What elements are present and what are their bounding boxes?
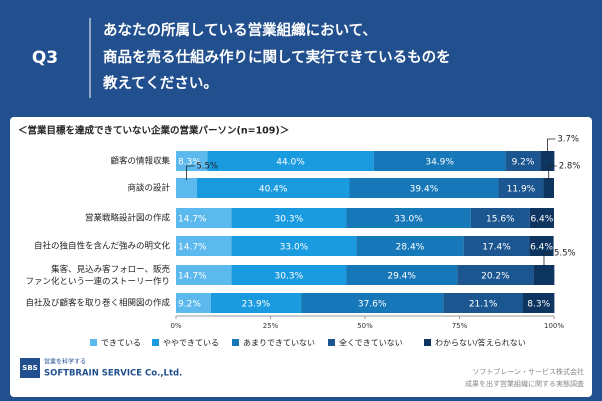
company: ソフトブレーン・サービス株式会社 <box>472 367 584 376</box>
category-label: 営業戦略設計図の作成 <box>85 213 171 224</box>
x-tick-label: 75% <box>452 322 468 330</box>
value-label: 5.5% <box>554 249 576 259</box>
bar-segment <box>231 265 347 285</box>
leader-line <box>548 165 557 180</box>
value-label: 3.7% <box>557 135 579 145</box>
bar-segment <box>373 151 506 171</box>
value-label: 9.2% <box>512 158 535 168</box>
question-number: Q3 <box>32 48 58 68</box>
bar-segment <box>470 208 530 228</box>
bar-segment <box>543 178 554 198</box>
value-label: 8.3% <box>527 300 550 310</box>
bar-segment <box>349 178 499 198</box>
value-label: 17.4% <box>482 243 511 253</box>
value-label: 2.8% <box>559 162 581 172</box>
category-label: 自社の独自性を含んだ強みの明文化 <box>34 241 171 252</box>
title-line: あなたの所属している営業組織において、 <box>103 21 377 39</box>
x-tick-label: 25% <box>263 322 279 330</box>
leader-line <box>185 165 195 180</box>
bar-segment <box>457 265 534 285</box>
category-label: 集客、見込み客フォロー、販売ファン化という一連のストーリー作り <box>25 264 170 287</box>
bar-segment <box>529 208 554 228</box>
x-tick-label: 0% <box>170 322 181 330</box>
value-label: 33.0% <box>280 243 309 253</box>
bar-segment <box>540 151 555 171</box>
logo-mark-box <box>20 358 40 378</box>
category-label: 顧客の情報収集 <box>110 156 170 167</box>
value-label: 23.9% <box>242 300 271 310</box>
value-label: 20.2% <box>481 272 510 282</box>
bar-segment <box>505 151 541 171</box>
legend-swatch <box>90 339 97 346</box>
bar-segment <box>231 208 347 228</box>
value-label: 11.9% <box>507 185 536 195</box>
legend-swatch <box>424 339 431 346</box>
bar-segment <box>231 236 357 256</box>
bar-segment <box>356 236 464 256</box>
bar-segment <box>176 151 208 171</box>
value-label: 14.7% <box>178 243 207 253</box>
logo-tagline: 営業を科学する <box>44 358 86 366</box>
logo-mark: SBS <box>22 364 37 372</box>
x-tick-label: 100% <box>544 322 564 330</box>
title-line: 商品を売る仕組み作りに関して実行できているものを <box>103 48 451 66</box>
bar-segment <box>463 236 530 256</box>
bar-segment <box>533 265 555 285</box>
legend-swatch <box>232 339 239 346</box>
title-line: 教えてください。 <box>102 74 218 92</box>
value-label: 33.0% <box>394 215 423 225</box>
bar-segment <box>346 208 471 228</box>
logo-name: SOFTBRAIN SERVICE Co.,Ltd. <box>44 369 182 379</box>
value-label: 15.6% <box>486 215 515 225</box>
value-label: 39.4% <box>410 185 439 195</box>
value-label: 14.7% <box>178 272 207 282</box>
category-label: 自社及び顧客を取り巻く相関図の作成 <box>25 298 170 309</box>
subtitle: ＜営業目標を達成できていない企業の営業パーソン(n=109)＞ <box>18 125 289 137</box>
legend-label: ややできている <box>163 339 219 348</box>
legend-label: わからない/答えられない <box>435 338 526 348</box>
bar-segment <box>210 293 302 313</box>
legend-label: できている <box>101 339 141 348</box>
category-label: 商談の設計 <box>127 183 170 194</box>
leader-line <box>543 252 552 267</box>
value-label: 30.3% <box>275 272 304 282</box>
survey: 成果を出す営業組織に関する実態調査 <box>465 379 584 388</box>
bar-segment <box>207 151 374 171</box>
value-label: 8.3% <box>178 158 201 168</box>
value-label: 28.4% <box>396 243 425 253</box>
x-tick-label: 50% <box>357 322 373 330</box>
bar-segment <box>529 236 554 256</box>
value-label: 6.4% <box>530 243 553 253</box>
value-label: 34.9% <box>425 158 454 168</box>
bar-segment <box>346 265 458 285</box>
bar-segment <box>443 293 524 313</box>
value-label: 29.4% <box>387 272 416 282</box>
value-label: 5.5% <box>196 162 218 172</box>
leader-line <box>546 138 556 153</box>
bar-segment <box>196 178 350 198</box>
value-label: 30.3% <box>275 215 304 225</box>
bar-segment <box>523 293 555 313</box>
legend-swatch <box>152 339 159 346</box>
bar-segment <box>498 178 544 198</box>
bar-segment <box>301 293 444 313</box>
bar-segment <box>176 178 197 198</box>
bar-segment <box>176 265 232 285</box>
legend-swatch <box>328 339 335 346</box>
legend-label: あまりできていない <box>243 339 315 348</box>
value-label: 9.2% <box>178 300 201 310</box>
bar-segment <box>176 208 232 228</box>
value-label: 44.0% <box>276 158 305 168</box>
value-label: 6.4% <box>530 215 553 225</box>
bar-segment <box>176 293 211 313</box>
value-label: 14.7% <box>178 215 207 225</box>
value-label: 21.1% <box>469 300 498 310</box>
bar-segment <box>176 236 232 256</box>
value-label: 40.4% <box>259 185 288 195</box>
legend-label: 全くできていない <box>339 338 403 348</box>
value-label: 37.6% <box>358 300 387 310</box>
